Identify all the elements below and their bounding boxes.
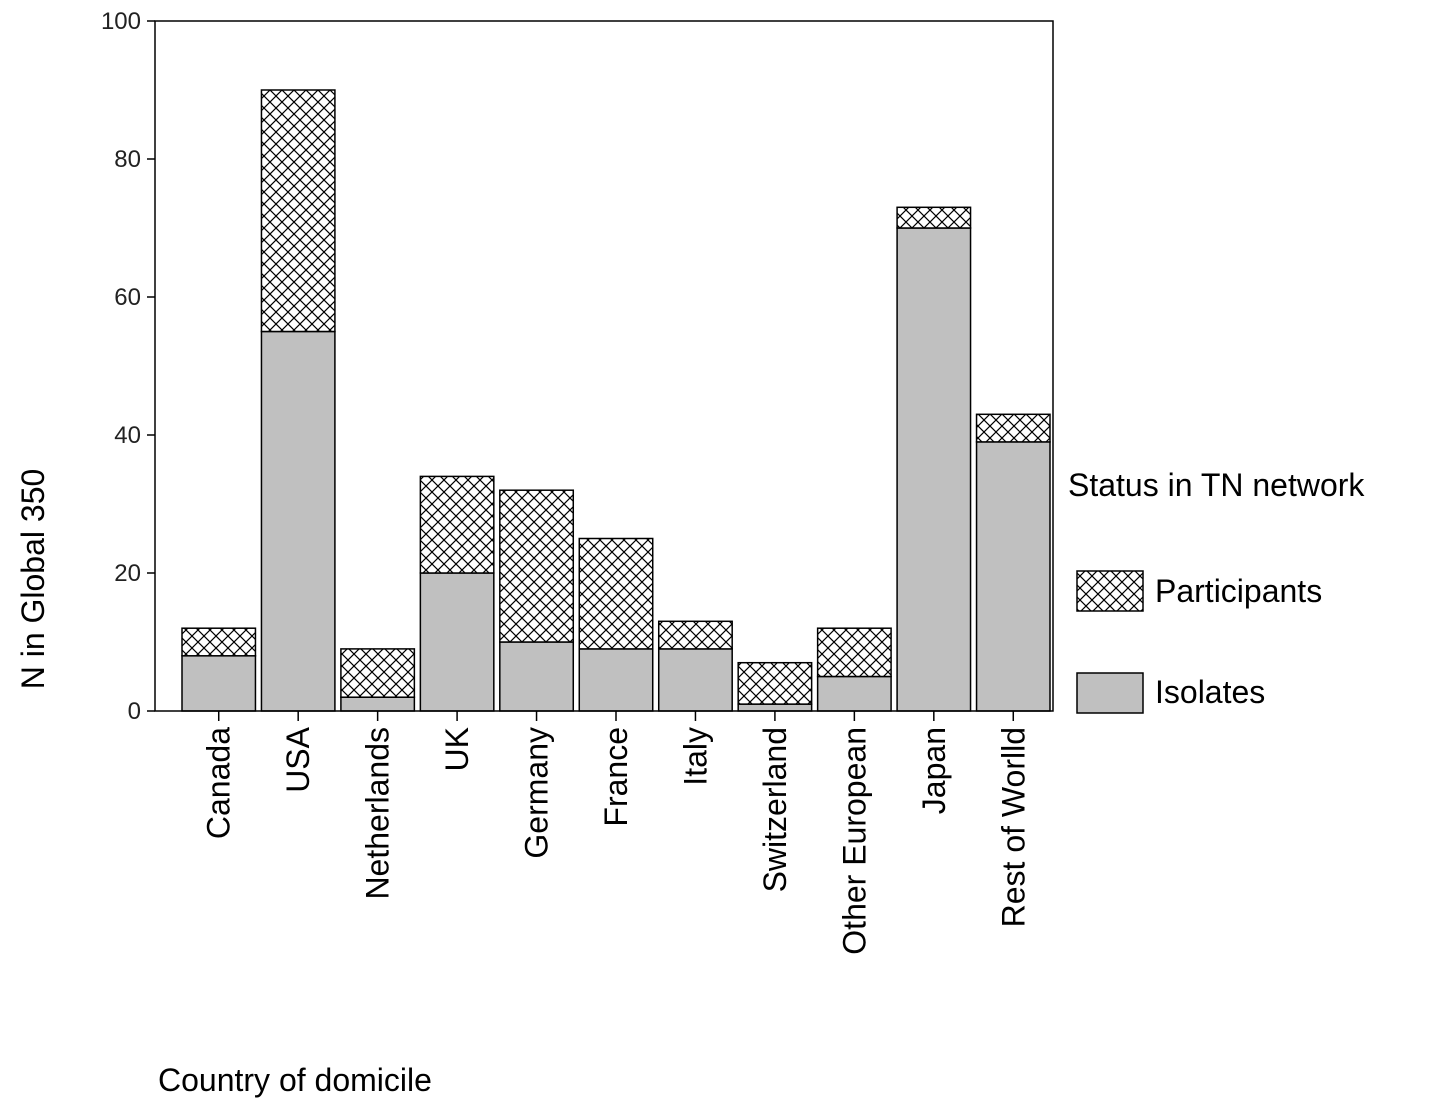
- bar-participants-germany: [499, 489, 575, 643]
- y-tick-label: 80: [114, 146, 141, 173]
- bar-isolates-other-european: [816, 675, 892, 712]
- bar-participants-canada: [181, 627, 257, 657]
- bar-isolates-uk: [419, 572, 495, 712]
- bar-isolates-netherlands: [340, 696, 416, 712]
- bar-isolates-usa: [260, 330, 336, 712]
- bar-participants-japan: [896, 206, 972, 229]
- plot-frame: [154, 20, 1054, 712]
- y-tick-label: 0: [128, 698, 141, 725]
- y-axis-title: N in Global 350: [15, 469, 51, 690]
- x-category-label: Netherlands: [360, 727, 396, 900]
- y-tick-label: 100: [101, 8, 141, 35]
- x-category-label: USA: [280, 726, 316, 792]
- bar-participants-france: [578, 537, 654, 650]
- x-category-label: Switzerland: [757, 727, 793, 892]
- x-category-label: Other European: [836, 727, 872, 955]
- y-tick-label: 40: [114, 422, 141, 449]
- x-category-label: Germany: [519, 727, 555, 859]
- bar-isolates-switzerland: [737, 703, 813, 712]
- legend-label-isolates: Isolates: [1155, 674, 1265, 710]
- y-tick-label: 60: [114, 284, 141, 311]
- y-tick-label: 20: [114, 560, 141, 587]
- bar-participants-netherlands: [340, 648, 416, 698]
- bar-participants-italy: [657, 620, 733, 650]
- x-category-label: UK: [439, 727, 475, 771]
- bar-participants-uk: [419, 475, 495, 574]
- x-category-label: Italy: [677, 727, 713, 786]
- axes: 0 20 40 60 80 100 Canada USA Netherlands UK German…: [101, 8, 1054, 955]
- legend-swatch-isolates: [1076, 672, 1144, 714]
- legend-title: Status in TN network: [1068, 467, 1365, 503]
- bar-isolates-rest-of-worlld: [975, 441, 1051, 712]
- bar-isolates-canada: [181, 655, 257, 712]
- bar-isolates-france: [578, 648, 654, 712]
- legend: Status in TN network Participants Isolat…: [1068, 467, 1365, 714]
- bar-isolates-germany: [499, 641, 575, 712]
- x-axis-title: Country of domicile: [158, 1062, 432, 1098]
- bar-isolates-italy: [657, 648, 733, 712]
- bar-participants-switzerland: [737, 661, 813, 705]
- bar-participants-usa: [260, 89, 336, 333]
- plot-area: [181, 89, 1051, 712]
- x-category-label: Japan: [916, 727, 952, 814]
- bar-participants-rest-of-worlld: [975, 413, 1051, 443]
- legend-swatch-participants: [1076, 570, 1144, 612]
- bar-participants-other-european: [816, 627, 892, 678]
- x-category-label: Rest of Worlld: [995, 727, 1031, 927]
- x-category-label: Canada: [201, 727, 237, 839]
- legend-label-participants: Participants: [1155, 573, 1322, 609]
- bar-isolates-japan: [896, 227, 972, 712]
- x-category-label: France: [598, 727, 634, 827]
